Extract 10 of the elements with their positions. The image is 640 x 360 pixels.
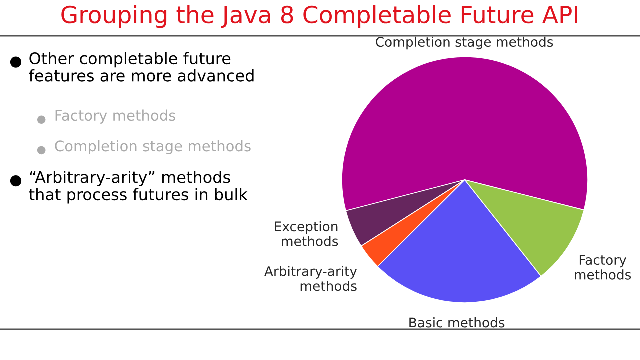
slice-label: Exception methods	[275, 221, 338, 246]
slice-label: Completion stage methods	[376, 36, 554, 50]
text: Factory methods	[56, 110, 176, 124]
slice-label: Arbitrary-arity methods	[264, 266, 358, 292]
text: “Arbitrary-arity” methods that process futures in bulk	[29, 171, 248, 204]
slice-label: Factory methods	[575, 255, 632, 280]
text: Completion stage methods	[55, 140, 251, 155]
slice-label: Basic methods	[410, 318, 505, 328]
text: Other completable future features are more advanced	[29, 52, 254, 82]
chart-title: Grouping the Java 8 Completable Future API	[62, 5, 578, 28]
